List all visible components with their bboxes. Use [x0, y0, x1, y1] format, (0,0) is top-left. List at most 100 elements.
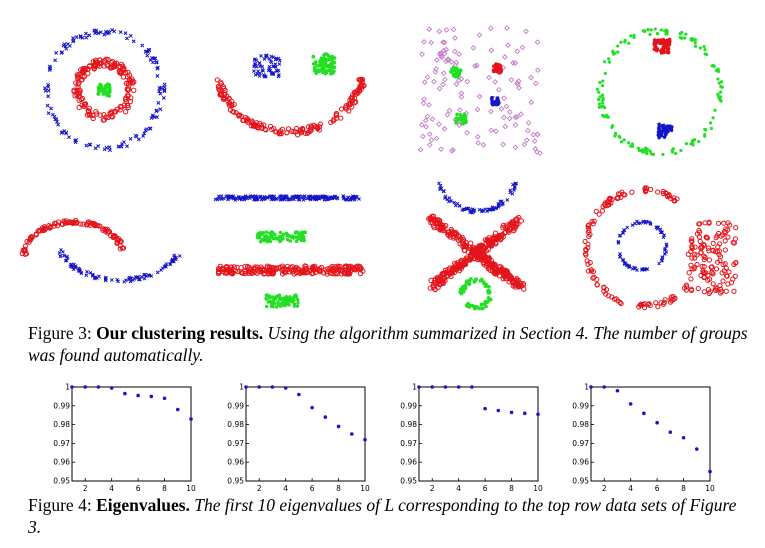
- y-tick-label: 0.99: [227, 401, 244, 410]
- x-tick-label: 6: [483, 484, 488, 493]
- figure-4-label: Figure 4:: [28, 495, 92, 515]
- figure-4-eigenvalue-plots: 1 0.99 0.98 0.97 0.96 0.95 2 4 6 8 10 1 0.99 0.98 0.97…: [53, 383, 715, 494]
- eigenvalue-point: [509, 410, 514, 415]
- eigenvalue-point: [655, 420, 659, 425]
- y-tick-label: 0.98: [227, 420, 244, 429]
- y-tick-label: 0.97: [227, 439, 244, 448]
- eigenvalue-point: [456, 385, 461, 389]
- plot-frame: [71, 386, 192, 482]
- y-tick-label: 0.97: [572, 439, 589, 448]
- y-tick-label: 1: [239, 383, 244, 392]
- x-tick-label: 2: [602, 484, 607, 493]
- x-tick-label: 4: [456, 484, 461, 493]
- rings-with-noise-blob-panel: [582, 185, 739, 311]
- eigenvalue-point: [483, 406, 487, 411]
- y-tick-label: 0.99: [53, 401, 70, 410]
- eigenvalue-point: [589, 385, 593, 389]
- x-tick-label: 6: [136, 484, 141, 493]
- eigenvalue-point: [257, 385, 262, 389]
- eigenvalue-point: [283, 386, 288, 390]
- eigenvalue-point: [417, 385, 421, 389]
- eigenvalue-point: [681, 435, 686, 440]
- eigenvalue-point: [175, 407, 180, 412]
- cross-with-arc-and-ring-panel: [426, 181, 527, 311]
- eigenvalue-point: [363, 437, 367, 442]
- eigenvalue-point: [642, 411, 646, 416]
- eigenvalue-point: [162, 396, 167, 401]
- eigenvalue-point: [602, 385, 607, 389]
- eigenvalue-point: [70, 385, 74, 389]
- eigenvalue-point: [496, 408, 501, 413]
- eigenvalue-point: [443, 385, 448, 389]
- y-tick-label: 0.98: [400, 420, 417, 429]
- plot-frame: [245, 386, 366, 482]
- horizontal-lines-panel: [213, 194, 366, 309]
- figure-3-caption: Figure 3: Our clustering results. Using …: [28, 322, 748, 366]
- eigenvalue-point: [323, 415, 328, 419]
- squares-in-noise-panel: [417, 25, 543, 157]
- ring-with-two-clusters-panel: [595, 27, 724, 157]
- y-tick-label: 0.99: [572, 401, 589, 410]
- eigenvalue-point: [83, 385, 88, 389]
- y-tick-label: 1: [584, 383, 589, 392]
- x-tick-label: 8: [681, 484, 686, 493]
- y-tick-label: 0.95: [53, 477, 70, 486]
- eigenvalue-point: [694, 447, 699, 451]
- smiley-face-panel: [214, 52, 367, 138]
- y-tick-label: 0.99: [400, 401, 417, 410]
- x-tick-label: 2: [257, 484, 262, 493]
- figure-3-text: Using the algorithm summarized in Sectio…: [28, 323, 748, 365]
- figure-3-title: Our clustering results.: [96, 323, 264, 343]
- eigenvalue-point: [430, 385, 435, 389]
- y-tick-label: 0.95: [400, 477, 417, 486]
- eigenvalue-point: [297, 392, 301, 397]
- y-tick-label: 0.98: [572, 420, 589, 429]
- eigenvalue-plot-3: 1 0.99 0.98 0.97 0.96 0.95 2 4 6 8 10: [400, 383, 543, 494]
- eigenvalue-plot-2: 1 0.99 0.98 0.97 0.96 0.95 2 4 6 8 10: [227, 383, 370, 494]
- x-tick-label: 2: [83, 484, 88, 493]
- y-tick-label: 1: [412, 383, 417, 392]
- x-tick-label: 10: [186, 484, 196, 493]
- y-tick-label: 0.95: [227, 477, 244, 486]
- eigenvalue-point: [522, 411, 527, 416]
- y-tick-label: 0.96: [53, 458, 70, 467]
- x-tick-label: 10: [705, 484, 715, 493]
- concentric-rings-panel: [42, 28, 167, 153]
- eigenvalue-plot-4: 1 0.99 0.98 0.97 0.96 0.95 2 4 6 8 10: [572, 383, 715, 494]
- two-moons-panel: [19, 217, 182, 284]
- y-tick-label: 0.96: [572, 458, 589, 467]
- eigenvalue-point: [96, 385, 101, 389]
- figure-4-caption: Figure 4: Eigenvalues. The first 10 eige…: [28, 494, 748, 538]
- eigenvalue-point: [708, 469, 712, 474]
- plot-frame: [418, 386, 539, 482]
- y-tick-label: 1: [65, 383, 70, 392]
- eigenvalue-point: [136, 393, 140, 398]
- eigenvalue-point: [536, 412, 540, 417]
- x-tick-label: 6: [655, 484, 660, 493]
- eigenvalue-point: [615, 388, 620, 393]
- eigenvalue-point: [349, 432, 354, 436]
- x-tick-label: 8: [336, 484, 341, 493]
- plot-frame: [590, 386, 711, 482]
- y-tick-label: 0.98: [53, 420, 70, 429]
- x-tick-label: 8: [509, 484, 514, 493]
- x-tick-label: 4: [109, 484, 114, 493]
- eigenvalue-point: [189, 417, 193, 421]
- eigenvalue-point: [668, 430, 673, 434]
- eigenvalue-point: [123, 391, 127, 396]
- y-tick-label: 0.96: [400, 458, 417, 467]
- eigenvalue-point: [149, 394, 154, 399]
- eigenvalue-point: [244, 385, 248, 389]
- eigenvalue-plot-1: 1 0.99 0.98 0.97 0.96 0.95 2 4 6 8 10: [53, 383, 196, 494]
- x-tick-label: 4: [283, 484, 288, 493]
- figure-3-label: Figure 3:: [28, 323, 92, 343]
- figure-4-text: The first 10 eigenvalues of L correspond…: [28, 495, 737, 537]
- eigenvalue-point: [109, 386, 114, 390]
- eigenvalue-point: [310, 405, 314, 410]
- y-tick-label: 0.97: [53, 439, 70, 448]
- eigenvalue-point: [270, 385, 275, 389]
- figure-4-title: Eigenvalues.: [96, 495, 190, 515]
- x-tick-label: 10: [360, 484, 370, 493]
- x-tick-label: 6: [310, 484, 315, 493]
